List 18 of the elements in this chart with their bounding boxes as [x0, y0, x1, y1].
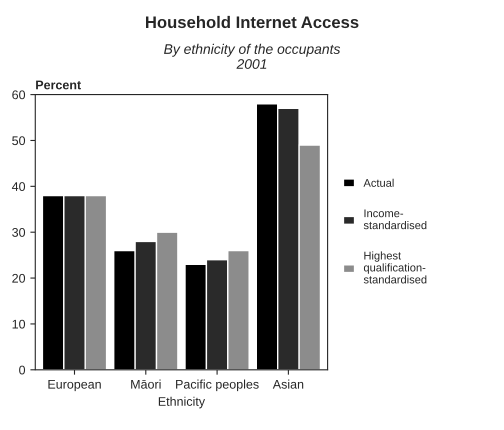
y-tick-label: 30 [12, 228, 26, 237]
y-tick-label: 40 [12, 182, 26, 191]
x-tick-label: Asian [272, 380, 304, 389]
legend-label: Actual [363, 178, 394, 187]
x-tick-label: European [48, 380, 101, 392]
y-tick-label: 20 [12, 274, 26, 283]
y-axis-title: Percent [36, 80, 81, 90]
chart-title: Household Internet Access [146, 16, 358, 28]
x-axis-title: Ethnicity [158, 396, 206, 408]
chart-subtitle: By ethnicity of the occupants 2001 [164, 44, 340, 69]
x-tick-label: Māori [131, 380, 161, 389]
y-tick-label: 60 [12, 90, 26, 100]
y-tick-label: 0 [19, 366, 26, 374]
y-tick-label: 50 [12, 136, 26, 146]
legend-label: Income- standardised [364, 209, 426, 230]
y-tick-label: 10 [12, 320, 26, 329]
legend-label: Highest qualification- standardised [364, 251, 426, 284]
x-tick-label: Pacific peoples [176, 380, 259, 392]
